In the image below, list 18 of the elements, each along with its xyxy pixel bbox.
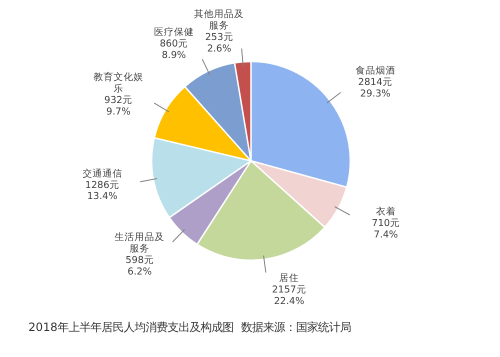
slice-label: 衣着 bbox=[376, 206, 396, 218]
data-label: 1286元 13.4% bbox=[85, 180, 120, 202]
data-label: 2157元 22.4% bbox=[272, 284, 306, 307]
text: 2018年上半年居民人均消费支出及构成图 bbox=[28, 320, 234, 334]
source-note: 数据来源：国家统计局 bbox=[241, 320, 352, 334]
data-label: 860元 8.9% bbox=[160, 38, 188, 61]
slice-label: 教育文化娱乐 bbox=[93, 70, 144, 94]
data-label: 2814元 29.3% bbox=[358, 76, 392, 100]
data-label: 710元 7.4% bbox=[372, 218, 400, 241]
slice-label: 交通通信 bbox=[82, 167, 122, 180]
data-label: 932元 9.7% bbox=[104, 94, 133, 118]
slice-label: 食品烟酒 bbox=[355, 64, 396, 77]
slice-label: 生活用品及服务 bbox=[114, 230, 165, 254]
slice-label: 其他用品及服务 bbox=[194, 8, 244, 32]
slice-label: 居住 bbox=[279, 273, 300, 284]
slice-label: 医疗保健 bbox=[154, 26, 194, 38]
data-label: 253元 2.6% bbox=[205, 32, 234, 54]
data-label: 598元 6.2% bbox=[126, 254, 154, 278]
